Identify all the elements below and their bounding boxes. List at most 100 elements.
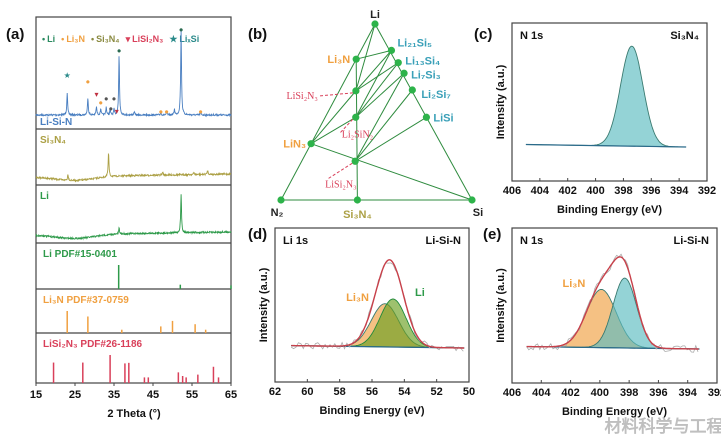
xrd-reference-label: LiSi₂N₃ PDF#26-1186	[43, 339, 143, 350]
phase-node	[468, 196, 476, 204]
phase-node	[371, 20, 379, 28]
xps-y-axis-label: Intensity (a.u.)	[258, 267, 270, 342]
xrd-x-tick-label: 15	[30, 389, 42, 401]
xps-x-tick-label: 392	[708, 387, 721, 399]
xps-x-tick-label: 56	[366, 386, 378, 398]
xrd-legend-symbol: •	[42, 34, 45, 44]
xps-component-label: Li₃N	[346, 292, 369, 304]
xrd-pattern-line	[35, 194, 232, 241]
tie-line	[355, 23, 376, 92]
xps-x-tick-label: 394	[679, 387, 698, 399]
phase-label: Li₃N	[327, 54, 350, 66]
xps-x-tick-label: 406	[503, 185, 521, 197]
xps-x-tick-label: 396	[642, 185, 660, 197]
xrd-peak-marker: •	[165, 105, 169, 119]
xps-x-tick-label: 404	[532, 387, 551, 399]
phase-label: N₂	[271, 207, 284, 219]
xps-x-axis-label: Binding Energy (eV)	[562, 406, 667, 418]
xrd-x-tick-label: 65	[225, 389, 237, 401]
xps-x-tick-label: 400	[586, 185, 604, 197]
phase-node	[408, 86, 416, 94]
xps-x-tick-label: 398	[614, 185, 632, 197]
xrd-pattern-label: Li-Si-N	[40, 117, 72, 128]
phase-label: Si	[473, 207, 483, 219]
xrd-peak-marker: •	[99, 96, 103, 110]
xrd-peak-marker: ▾	[94, 90, 98, 99]
xrd-legend-label: Si₃N₄	[96, 34, 119, 44]
phase-label: Si₃N₄	[343, 209, 372, 221]
phase-node	[422, 113, 431, 121]
xrd-reference-label: Li₃N PDF#37-0759	[43, 295, 129, 306]
tie-line	[354, 116, 427, 162]
phase-label: LiN₃	[283, 139, 306, 151]
xrd-x-tick-label: 25	[69, 389, 81, 401]
xps-envelope-fit	[526, 256, 699, 350]
xps-x-tick-label: 392	[698, 185, 716, 197]
xrd-reference-label: Li PDF#15-0401	[43, 249, 117, 260]
xps-sample-label: Si₃N₄	[670, 30, 699, 42]
phase-node	[353, 196, 361, 204]
phase-label: Li₇Si₃	[411, 69, 441, 81]
xrd-pattern-label: Si₃N₄	[40, 135, 66, 146]
xps-frame	[511, 227, 718, 384]
xrd-legend-symbol: ★	[169, 34, 178, 44]
xrd-peak-marker: •	[159, 105, 163, 119]
xps-component-label: Li₃N	[563, 278, 586, 290]
xps-x-tick-label: 396	[649, 387, 667, 399]
xps-core-level-title: N 1s	[520, 30, 543, 42]
phase-label: LiSi₂N₃	[325, 179, 356, 190]
phase-node	[352, 113, 360, 121]
tie-line	[310, 90, 357, 145]
phase-label: LiSi₂N₃	[286, 91, 317, 102]
tie-line	[355, 50, 392, 92]
xps-sample-label: Li-Si-N	[426, 235, 461, 247]
phase-label: Li	[370, 9, 380, 21]
xrd-x-tick-label: 35	[108, 389, 120, 401]
phase-node	[394, 59, 402, 67]
xps-x-axis-label: Binding Energy (eV)	[557, 204, 662, 216]
tie-line	[310, 116, 356, 145]
xps-x-tick-label: 50	[463, 386, 475, 398]
xrd-peak-marker: •	[179, 23, 183, 37]
xps-y-axis-label: Intensity (a.u.)	[495, 268, 507, 343]
phase-node	[277, 196, 285, 204]
xps-core-level-title: Li 1s	[283, 235, 308, 247]
xps-x-tick-label: 404	[531, 185, 550, 197]
xps-fit-component	[525, 45, 687, 148]
label-pointer-dashed	[326, 162, 353, 180]
xrd-legend-symbol: •	[91, 34, 94, 44]
xps-x-axis-label: Binding Energy (eV)	[319, 405, 424, 417]
xrd-pattern-label: Li	[40, 191, 49, 202]
xps-x-tick-label: 394	[670, 185, 689, 197]
xrd-legend-symbol: ▾	[125, 34, 131, 44]
xrd-legend-label: LiₓSi	[179, 34, 199, 44]
phase-label: Li₁₃Si₄	[405, 56, 440, 68]
xrd-frame	[35, 16, 232, 384]
phase-label: LiSi	[433, 112, 453, 124]
xrd-peak-marker: •	[117, 44, 121, 58]
xrd-peak-marker: •	[104, 92, 108, 106]
xps-x-tick-label: 60	[301, 386, 313, 398]
tie-line	[355, 72, 405, 118]
phase-node	[387, 46, 396, 55]
tie-line	[280, 23, 376, 201]
xps-sample-label: Li-Si-N	[674, 235, 709, 247]
xps-x-tick-label: 406	[503, 387, 521, 399]
xrd-legend-symbol: •	[61, 34, 64, 44]
tie-line	[355, 62, 399, 118]
tie-line	[310, 143, 473, 201]
xps-component-label: Li	[415, 287, 425, 299]
panel-label-b: (b)	[248, 26, 267, 43]
label-pointer-dashed	[319, 92, 353, 97]
xrd-peak-marker: •	[86, 75, 90, 89]
xrd-peak-marker: ★	[64, 71, 71, 80]
xps-background-line	[525, 143, 687, 148]
xps-x-tick-label: 398	[620, 387, 638, 399]
phase-label: Li₂Si₇	[421, 89, 450, 101]
xrd-peak-marker: ▾	[115, 107, 119, 116]
xrd-peak-marker: •	[109, 102, 113, 116]
xps-x-tick-label: 402	[559, 185, 577, 197]
watermark: 材料科学与工程	[605, 416, 721, 434]
xrd-peak-marker: •	[112, 92, 116, 106]
